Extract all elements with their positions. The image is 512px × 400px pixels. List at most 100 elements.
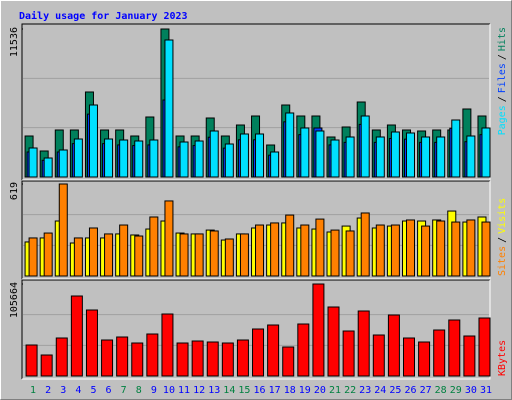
bar	[357, 310, 370, 377]
bar	[433, 329, 446, 377]
plot-border-dark	[21, 279, 490, 379]
bar	[300, 224, 310, 277]
x-tick-label: 4	[75, 385, 81, 396]
bar	[191, 340, 204, 377]
x-tick-label: 8	[136, 385, 142, 396]
bar	[267, 324, 280, 377]
x-tick-label: 12	[193, 385, 205, 396]
bar	[88, 227, 98, 277]
bar	[101, 339, 114, 377]
bar	[134, 235, 144, 277]
bar	[466, 135, 476, 178]
x-tick-label: 5	[90, 385, 96, 396]
bar	[372, 334, 385, 377]
x-tick-label: 27	[420, 385, 432, 396]
bar	[146, 333, 159, 377]
chart-title: Daily usage for January 2023	[19, 10, 188, 22]
bar	[179, 141, 189, 178]
bar	[255, 224, 265, 277]
bar	[149, 139, 159, 178]
x-tick-label: 11	[178, 385, 190, 396]
bar	[73, 237, 83, 277]
legend: Sites / Visits	[497, 198, 508, 276]
x-tick-label: 24	[374, 385, 386, 396]
bar	[330, 139, 340, 178]
bar	[73, 138, 83, 178]
bar	[70, 295, 83, 377]
bar	[421, 136, 431, 178]
bar	[43, 232, 53, 277]
bar	[285, 112, 295, 178]
bar	[161, 313, 174, 377]
x-tick-label: 7	[121, 385, 127, 396]
bar	[255, 133, 265, 178]
legend-separator: /	[497, 54, 508, 60]
bar	[436, 136, 446, 178]
bar	[164, 200, 174, 277]
plot-border-light	[22, 181, 491, 280]
bar	[387, 314, 400, 377]
bar	[270, 151, 280, 178]
bar	[209, 130, 219, 178]
x-tick-label: 29	[450, 385, 462, 396]
plot-border-dark	[21, 23, 490, 180]
bar	[360, 115, 370, 178]
bar	[451, 221, 461, 277]
bar	[390, 131, 400, 178]
legend-entry: KBytes	[497, 340, 508, 376]
bar	[312, 283, 325, 377]
bar	[345, 136, 355, 178]
bar	[131, 342, 144, 377]
legend-separator: /	[497, 237, 508, 243]
bar	[327, 306, 340, 377]
x-tick-label: 30	[465, 385, 477, 396]
bar	[297, 323, 310, 377]
bar	[224, 238, 234, 277]
bar	[58, 183, 68, 277]
bar	[463, 335, 476, 377]
bar	[206, 341, 219, 377]
bar	[360, 212, 370, 277]
bar	[282, 346, 295, 377]
legend: KBytes	[497, 340, 508, 376]
y-tick-label: 105664	[9, 282, 20, 318]
x-tick-label: 13	[208, 385, 220, 396]
bar	[28, 147, 38, 178]
x-tick-label: 15	[238, 385, 250, 396]
x-tick-label: 10	[163, 385, 175, 396]
x-tick-label: 14	[223, 385, 235, 396]
bar	[405, 132, 415, 178]
plot-border-light	[22, 280, 491, 380]
bar	[194, 233, 204, 277]
x-tick-label: 26	[404, 385, 416, 396]
bar	[478, 317, 491, 377]
bar	[448, 319, 461, 377]
bar	[239, 133, 249, 178]
bar	[330, 229, 340, 277]
bar	[481, 127, 491, 178]
bar	[149, 216, 159, 277]
x-tick-label: 28	[435, 385, 447, 396]
bar	[315, 130, 325, 178]
bar	[164, 39, 174, 178]
x-tick-label: 18	[284, 385, 296, 396]
x-tick-label: 20	[314, 385, 326, 396]
legend: Pages / Files / Hits	[497, 27, 508, 135]
bar	[300, 127, 310, 178]
x-tick-label: 22	[344, 385, 356, 396]
bar	[375, 224, 385, 277]
bar	[315, 218, 325, 277]
x-tick-label: 1	[30, 385, 36, 396]
y-tick-label: 619	[9, 182, 20, 200]
x-tick-label: 3	[60, 385, 66, 396]
bar	[55, 337, 68, 377]
x-tick-label: 25	[389, 385, 401, 396]
bar	[239, 233, 249, 277]
bar	[236, 339, 249, 377]
bar	[270, 222, 280, 277]
bar	[418, 341, 431, 377]
bar	[221, 342, 234, 377]
bar	[402, 337, 415, 377]
plot-border-light	[22, 24, 491, 181]
